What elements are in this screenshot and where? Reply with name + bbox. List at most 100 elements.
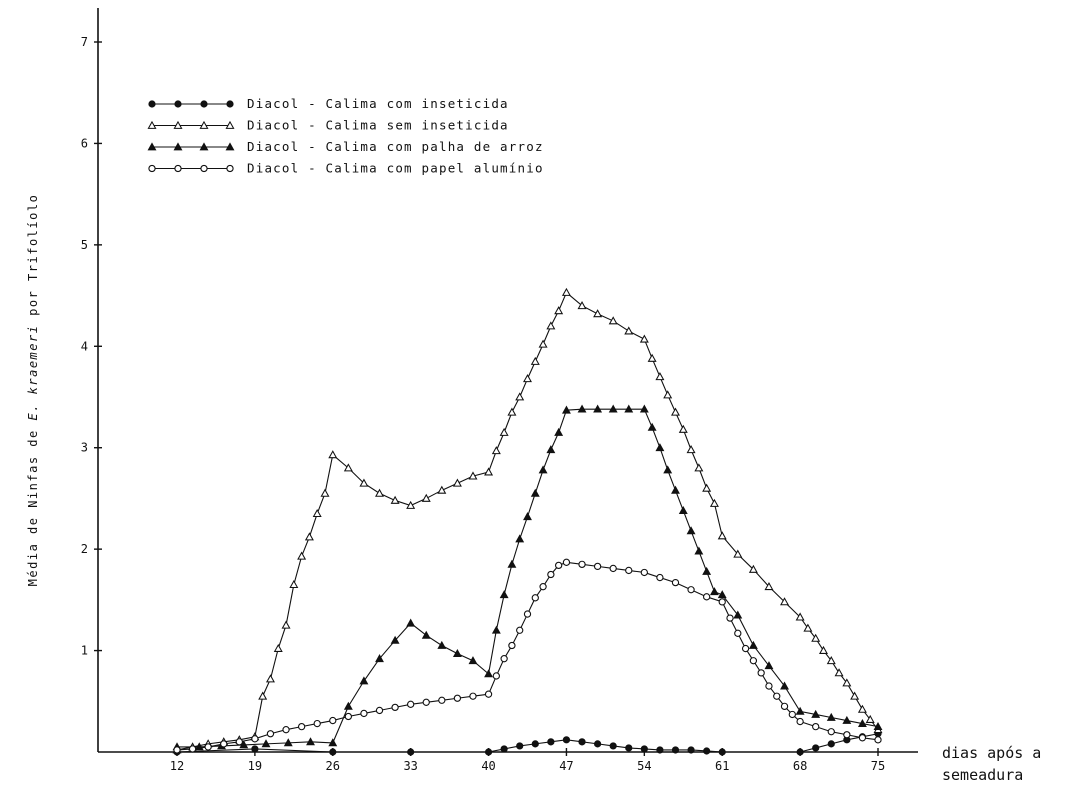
legend-marker [148,100,156,108]
legend-marker [225,142,235,151]
data-point [741,644,750,653]
data-point [717,590,727,599]
data-point [795,612,805,621]
y-tick-label: 1 [81,644,88,658]
data-point [407,700,415,708]
data-point [547,738,555,746]
data-point [655,443,665,452]
data-point [717,531,727,540]
legend-marker [173,142,183,151]
legend-item: Diacol - Calima com palha de arroz [147,139,544,154]
legend-marker [199,142,209,151]
data-point [702,566,712,575]
y-axis-ticks: 1 2 3 4 5 6 7 [81,35,102,658]
data-point [834,668,844,677]
data-point [796,717,804,726]
data-point [359,478,369,487]
data-point [516,742,524,750]
legend-label: Diacol - Calima com palha de arroz [247,139,544,154]
x-tick-label: 26 [326,759,340,773]
x-axis-title-line-1: dias após a [942,744,1042,762]
legend-marker [199,120,209,129]
data-point [647,353,657,362]
y-tick-label: 2 [81,542,88,556]
data-point [297,722,306,731]
data-point [873,722,883,731]
data-point [452,478,462,487]
data-point [663,390,673,399]
data-point [686,526,696,535]
data-point [499,590,509,599]
data-point [282,726,290,734]
data-point [702,593,711,601]
y-tick-label: 3 [81,441,88,455]
data-point [554,427,564,436]
legend-marker [226,164,234,173]
data-point [516,626,524,634]
data-point [608,404,618,413]
data-point [625,744,633,752]
data-point [764,661,774,670]
data-point [671,578,680,587]
y-axis-title: Média de Ninfas de E. kraemeri por Trifo… [26,194,40,587]
legend-marker [226,100,234,108]
data-point [703,747,711,755]
data-point [328,738,338,747]
data-point [343,701,353,710]
data-point [531,740,539,748]
data-point [546,321,556,330]
data-point [842,715,852,724]
data-point [686,445,696,454]
legend-item: Diacol - Calima com inseticida [148,96,508,111]
data-point [765,682,773,690]
data-point [484,748,493,756]
data-point [850,691,860,700]
data-point [407,748,415,756]
series-line [177,408,879,748]
legend-item: Diacol - Calima com papel alumínio [148,161,544,176]
x-tick-label: 68 [793,759,807,773]
data-point [421,630,431,639]
data-point [530,356,540,365]
data-point [530,488,540,497]
data-point [639,404,649,413]
data-point [312,508,322,518]
data-point [593,309,603,318]
y-tick-label: 6 [81,136,88,150]
data-point [655,372,665,381]
data-point [539,583,547,591]
x-axis-title: dias após a semeadura [942,742,1041,786]
data-point [656,573,664,582]
data-point [320,488,330,497]
data-point [639,334,649,343]
data-point [670,407,680,416]
x-tick-label: 75 [871,759,885,773]
data-point [329,748,337,756]
data-point [647,422,657,431]
data-point [764,581,774,591]
data-point [795,706,805,715]
data-point [492,672,500,680]
data-point [507,559,517,568]
data-point [438,696,446,704]
data-point [624,326,634,335]
data-point [656,746,664,754]
x-tick-label: 47 [559,759,573,773]
legend-label: Diacol - Calima com papel alumínio [247,161,544,176]
x-tick-label: 40 [481,759,495,773]
data-point [663,465,673,474]
data-point [857,718,867,727]
x-tick-label: 61 [715,759,729,773]
data-point [500,655,508,663]
data-point [491,446,501,455]
data-point [718,598,726,606]
data-point [608,316,618,325]
data-point [709,587,719,596]
data-point [313,719,321,728]
data-point [283,738,293,747]
data-point [273,643,283,652]
data-point [360,709,368,718]
data-point [499,427,509,436]
data-point [484,467,494,476]
data-point [390,635,400,644]
